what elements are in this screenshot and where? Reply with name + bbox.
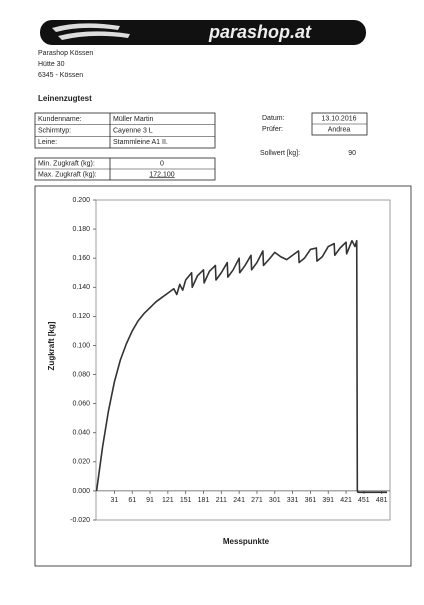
x-tick-label: 61: [128, 497, 136, 504]
address-line: 6345 - Kössen: [38, 72, 83, 79]
x-tick-label: 121: [162, 497, 174, 504]
logo-text: parashop.at: [208, 22, 312, 42]
label: Sollwert [kg]:: [260, 150, 300, 157]
logo-banner: [40, 20, 366, 45]
value: Andrea: [328, 126, 351, 133]
y-tick-label: 0.060: [72, 400, 90, 407]
y-tick-label: 0.020: [72, 459, 90, 466]
y-axis-title: Zugkraft [kg]: [47, 321, 56, 370]
label: Prüfer:: [262, 126, 283, 133]
plot-area: [95, 199, 391, 521]
y-tick-label: -0.020: [70, 517, 90, 524]
x-tick-label: 151: [180, 497, 192, 504]
doc-title: Leinenzugtest: [38, 94, 92, 103]
x-tick-label: 241: [233, 497, 245, 504]
y-tick-label: 0.000: [72, 488, 90, 495]
x-tick-label: 91: [146, 497, 154, 504]
label: Datum:: [262, 115, 285, 122]
cell: 172,100: [149, 171, 174, 178]
cell: Kundenname:: [38, 116, 82, 123]
cell: Leine:: [38, 139, 57, 146]
x-tick-label: 211: [216, 497, 227, 504]
x-axis-title: Messpunkte: [223, 537, 270, 546]
cell: Max. Zugkraft (kg):: [38, 171, 97, 178]
logo-swoosh: [52, 23, 130, 40]
address-line: Parashop Kössen: [38, 50, 93, 57]
chart-frame: [34, 185, 412, 567]
x-tick-label: 391: [322, 497, 334, 504]
address-line: Hütte 30: [38, 61, 65, 68]
x-tick-label: 301: [269, 497, 281, 504]
x-tick-label: 271: [251, 497, 263, 504]
y-tick-label: 0.040: [72, 430, 90, 437]
cell: Min. Zugkraft (kg):: [38, 160, 95, 167]
cell: Schirmtyp:: [38, 127, 71, 134]
x-tick-label: 421: [340, 497, 352, 504]
y-tick-label: 0.160: [72, 255, 90, 262]
x-tick-label: 361: [305, 497, 317, 504]
cell: Müller Martin: [113, 116, 154, 123]
x-tick-label: 481: [376, 497, 388, 504]
cell: Cayenne 3 L: [113, 127, 153, 134]
y-tick-label: 0.140: [72, 284, 90, 291]
y-tick-label: 0.120: [72, 313, 90, 320]
y-tick-label: 0.200: [72, 197, 90, 204]
x-tick-label: 31: [111, 497, 119, 504]
cell: 0: [160, 160, 164, 167]
cell: Stammleine A1 II.: [113, 139, 168, 146]
info-table: [34, 112, 216, 149]
x-tick-label: 331: [287, 497, 299, 504]
y-tick-label: 0.100: [72, 342, 90, 349]
value: 13.10.2016: [321, 115, 356, 122]
force-line: [95, 239, 388, 494]
y-tick-label: 0.080: [72, 371, 90, 378]
x-tick-label: 181: [198, 497, 210, 504]
y-tick-label: 0.180: [72, 226, 90, 233]
value: 90: [348, 150, 356, 157]
x-tick-label: 451: [358, 497, 370, 504]
